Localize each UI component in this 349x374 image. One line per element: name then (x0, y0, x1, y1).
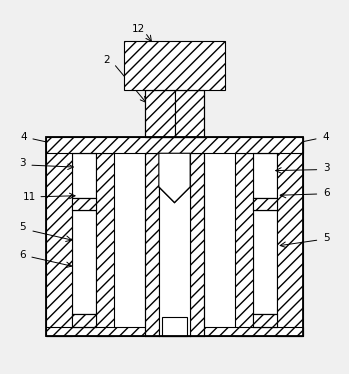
Bar (253, 314, 277, 327)
Bar (96, 153, 114, 337)
Bar (46, 137, 303, 337)
Polygon shape (159, 153, 190, 203)
Bar (277, 137, 303, 337)
Bar (46, 137, 303, 337)
Bar (253, 153, 277, 199)
Bar (190, 153, 204, 337)
Text: 6: 6 (323, 188, 330, 198)
Bar (46, 137, 303, 153)
Bar (145, 153, 159, 337)
Bar (253, 209, 277, 314)
Bar (124, 41, 225, 90)
Bar (72, 199, 96, 209)
Bar (72, 209, 96, 314)
Bar (46, 327, 303, 337)
Bar (162, 318, 187, 337)
Text: 5: 5 (19, 222, 25, 232)
Bar (159, 153, 190, 337)
Text: 11: 11 (23, 192, 36, 202)
Text: 6: 6 (19, 250, 25, 260)
Text: 2: 2 (103, 55, 110, 65)
Bar (46, 137, 72, 337)
Text: 5: 5 (323, 233, 330, 243)
Text: 4: 4 (322, 132, 329, 142)
Text: 4: 4 (20, 132, 27, 142)
Bar (145, 90, 204, 137)
Bar (253, 199, 277, 209)
Bar (72, 314, 96, 327)
Text: 12: 12 (131, 24, 144, 34)
Bar (174, 90, 204, 137)
Bar (235, 153, 253, 337)
Text: 3: 3 (323, 163, 330, 173)
Bar (72, 153, 96, 199)
Bar (145, 90, 174, 137)
Text: 3: 3 (19, 158, 25, 168)
